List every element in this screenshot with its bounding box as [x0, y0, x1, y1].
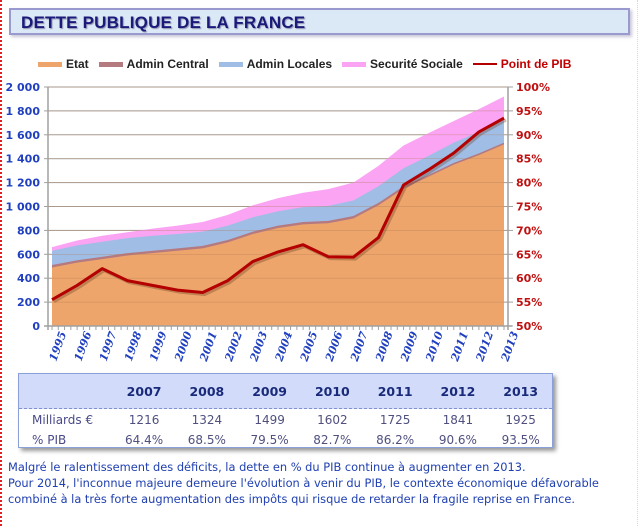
y-tick-label: 1 200 — [6, 177, 41, 190]
legend-label-etat: Etat — [66, 57, 89, 71]
y2-tick-label: 85% — [516, 153, 542, 166]
y2-tick-label: 75% — [516, 201, 542, 214]
legend-label-securite-sociale: Securité Sociale — [370, 57, 463, 71]
page-left-border — [0, 0, 2, 526]
x-tick-label: 1997 — [97, 329, 120, 363]
page-right-border — [637, 0, 638, 526]
x-tick-label: 2011 — [448, 330, 471, 364]
y-tick-label: 1 000 — [6, 201, 41, 214]
table-header-row: 2007 2008 2009 2010 2011 2012 2013 — [19, 374, 552, 409]
table-cell: 1602 — [317, 413, 348, 427]
y2-tick-label: 95% — [516, 105, 542, 118]
table-cell: 1925 — [505, 413, 536, 427]
comment-line: combiné à la très forte augmentation des… — [8, 492, 575, 506]
x-tick-label: 2000 — [172, 329, 195, 363]
x-tick-label: 2012 — [473, 329, 496, 363]
y-tick-label: 0 — [32, 320, 40, 333]
y-tick-label: 800 — [17, 224, 40, 237]
page-title: DETTE PUBLIQUE DE LA FRANCE — [21, 13, 306, 32]
legend-swatch-admin-locales — [218, 61, 243, 67]
table-body: Milliards € 1216 1324 1499 1602 1725 1841 1925%… — [19, 409, 552, 450]
debt-chart: 0 200 400 600 800 1 000 1 200 1 400 1 600 1 800 2 … — [6, 81, 550, 364]
table-cell: 1841 — [442, 413, 474, 427]
table-cell: 1725 — [379, 413, 411, 427]
y2-tick-label: 90% — [516, 129, 542, 142]
table-row-label: % PIB — [32, 433, 67, 447]
x-tick-label: 1995 — [47, 330, 70, 363]
pib-line-shadow — [53, 118, 507, 304]
commentary: Malgré le ralentissement des déficits, l… — [8, 459, 633, 507]
y2-tick-label: 70% — [516, 224, 542, 237]
table-cell: 1216 — [128, 413, 160, 427]
x-tick-label: 2001 — [197, 330, 220, 364]
x-tick-label: 2006 — [322, 329, 345, 363]
y-tick-label: 1 800 — [6, 105, 41, 118]
table-header-year: 2010 — [314, 383, 350, 399]
legend-item-point-pib: Point de PIB — [472, 57, 572, 71]
y2-tick-label: 55% — [516, 296, 542, 309]
table-cell: 1324 — [191, 413, 223, 427]
legend-label-admin-central: Admin Central — [126, 57, 209, 71]
x-tick-label: 2002 — [222, 329, 245, 363]
y-tick-label: 1 600 — [6, 129, 41, 142]
x-tick-label: 2009 — [398, 329, 421, 363]
debt-table: 2007 2008 2009 2010 2011 2012 2013 Milliards €… — [18, 373, 553, 448]
legend-swatch-etat — [38, 61, 62, 67]
table-cell: 79.5% — [250, 433, 289, 447]
table-row: Milliards € 1216 1324 1499 1602 1725 1841 1925 — [19, 410, 552, 430]
y-tick-label: 200 — [17, 296, 40, 309]
x-tick-label: 2008 — [373, 329, 396, 363]
x-tick-label: 1998 — [122, 329, 145, 363]
x-tick-label: 2005 — [297, 330, 320, 364]
y-tick-label: 1 400 — [6, 153, 41, 166]
table-cell: 86.2% — [376, 433, 415, 447]
y2-tick-label: 60% — [516, 272, 542, 285]
x-tick-label: 2004 — [272, 330, 295, 364]
legend-swatch-securite-sociale — [342, 61, 367, 67]
y2-tick-label: 65% — [516, 248, 542, 261]
table-header-year: 2007 — [126, 383, 162, 399]
y2-tick-label: 80% — [516, 177, 542, 190]
table-row-label: Milliards € — [32, 413, 94, 427]
table-cell: 93.5% — [501, 433, 540, 447]
table-header-year: 2009 — [252, 383, 287, 399]
legend-item-etat: Etat — [38, 57, 89, 71]
table-header-year: 2011 — [377, 383, 413, 399]
comment-line: Pour 2014, l'inconnue majeure demeure l'… — [8, 476, 599, 490]
y2-tick-label: 100% — [516, 81, 550, 94]
legend-swatch-point-pib — [472, 63, 497, 65]
x-tick-label: 2010 — [423, 329, 446, 363]
table-header-year: 2008 — [189, 383, 225, 399]
table-cell: 64.4% — [125, 433, 164, 447]
x-tick-label: 1996 — [72, 329, 95, 363]
x-tick-label: 2007 — [348, 329, 371, 363]
y-tick-label: 400 — [17, 272, 40, 285]
area-etat — [52, 144, 504, 326]
y-tick-label: 2 000 — [6, 81, 41, 94]
pib-line — [51, 116, 505, 302]
y2-tick-label: 50% — [516, 320, 542, 333]
x-tick-label: 2003 — [247, 329, 270, 363]
legend-label-admin-locales: Admin Locales — [246, 57, 333, 71]
x-tick-label: 2013 — [498, 329, 521, 363]
table-row: % PIB 64.4% 68.5% 79.5% 82.7% 86.2% 90.6% 93.5% — [19, 430, 552, 450]
legend-item-securite-sociale: Securité Sociale — [342, 57, 463, 71]
y-tick-label: 600 — [17, 248, 40, 261]
table-cell: 82.7% — [313, 433, 352, 447]
legend-swatch-admin-central — [98, 61, 123, 67]
table-header-year: 2012 — [440, 383, 476, 399]
x-tick-label: 1999 — [147, 329, 170, 363]
legend-label-point-pib: Point de PIB — [500, 57, 572, 71]
comment-line: Malgré le ralentissement des déficits, l… — [8, 460, 526, 474]
table-cell: 68.5% — [187, 433, 226, 447]
table-cell: 1499 — [254, 413, 285, 427]
table-header-year: 2013 — [503, 383, 539, 399]
chart-legend: Etat Admin Central Admin Locales Securit… — [38, 56, 581, 72]
title-banner: DETTE PUBLIQUE DE LA FRANCE — [9, 8, 630, 35]
table-cell: 90.6% — [438, 433, 477, 447]
legend-item-admin-locales: Admin Locales — [218, 57, 333, 71]
legend-item-admin-central: Admin Central — [98, 57, 209, 71]
